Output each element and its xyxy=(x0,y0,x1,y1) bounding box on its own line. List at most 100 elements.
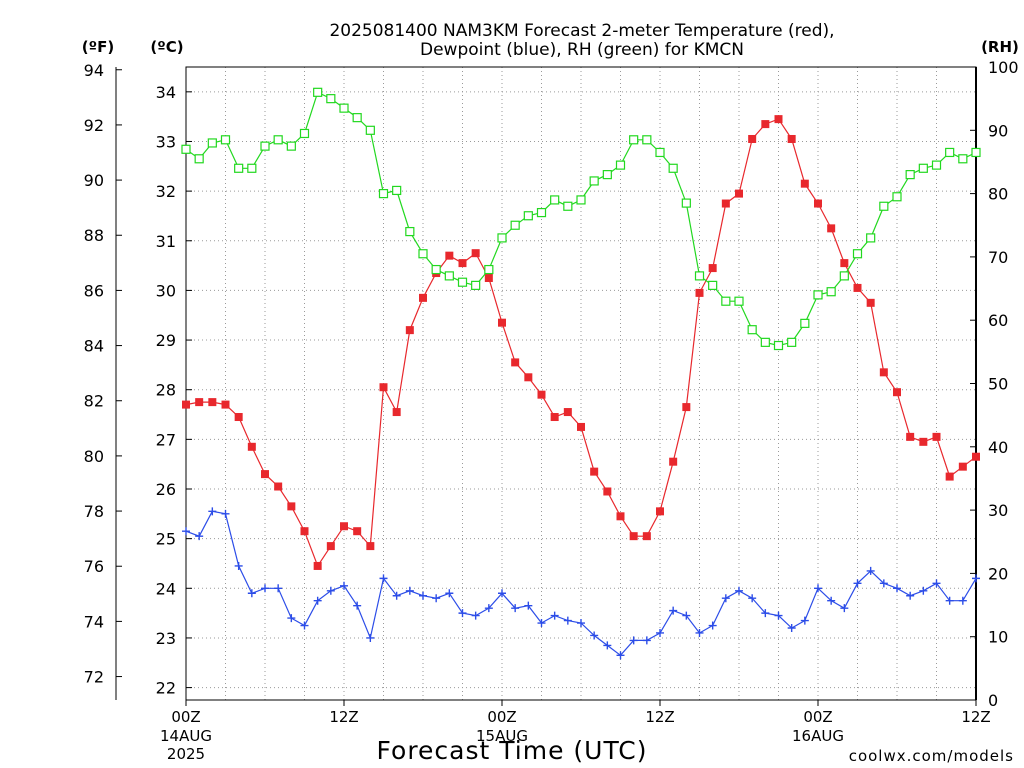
dewpoint-point xyxy=(392,591,401,600)
temperature-point xyxy=(774,115,783,124)
rh-point xyxy=(273,135,283,145)
temperature-point xyxy=(366,542,375,551)
rh-tick-label: 70 xyxy=(988,248,1008,267)
x-tick-label: 12Z xyxy=(329,708,358,726)
dewpoint-point xyxy=(906,591,915,600)
celsius-tick-label: 30 xyxy=(156,281,176,300)
rh-point xyxy=(207,138,217,148)
dewpoint-point xyxy=(840,604,849,613)
rh-point xyxy=(326,94,336,104)
celsius-tick-label: 27 xyxy=(156,430,176,449)
temperature-point xyxy=(708,264,717,273)
rh-point xyxy=(563,201,573,211)
dewpoint-point xyxy=(642,636,651,645)
rh-point xyxy=(550,195,560,205)
temperature-point xyxy=(537,390,546,399)
temperature-point xyxy=(879,368,888,377)
rh-point xyxy=(708,280,718,290)
x-tick-label: 12Z xyxy=(645,708,674,726)
temperature-point xyxy=(274,482,283,491)
fahrenheit-tick-label: 72 xyxy=(84,668,104,687)
rh-point xyxy=(642,135,652,145)
rh-point xyxy=(220,135,231,145)
x-tick-date-label: 15AUG xyxy=(476,727,528,745)
dewpoint-point xyxy=(682,611,691,620)
rh-point xyxy=(681,198,691,208)
temperature-point xyxy=(234,413,243,422)
dewpoint-point xyxy=(524,601,533,610)
temperature-point xyxy=(458,259,467,268)
dewpoint-point xyxy=(656,628,664,637)
dewpoint-point xyxy=(458,609,467,618)
dewpoint-point xyxy=(866,566,875,575)
celsius-tick-label: 33 xyxy=(156,132,176,151)
temperature-line xyxy=(185,118,977,568)
rh-point xyxy=(378,189,389,199)
dewpoint-point xyxy=(326,586,335,595)
fahrenheit-tick-label: 90 xyxy=(84,171,104,190)
data-series xyxy=(181,87,981,660)
dewpoint-point xyxy=(471,611,480,620)
temperature-point xyxy=(353,527,362,536)
dewpoint-point xyxy=(945,596,954,605)
rh-point xyxy=(194,154,204,164)
rh-point xyxy=(602,170,612,180)
rh-point xyxy=(523,211,533,221)
rh-point xyxy=(629,135,639,145)
chart-title-line2: Dewpoint (blue), RH (green) for KMCN xyxy=(420,40,744,60)
celsius-tick-label: 31 xyxy=(156,232,176,251)
rh-tick-label: 90 xyxy=(988,121,1008,140)
celsius-tick-label: 32 xyxy=(156,182,176,201)
dewpoint-point xyxy=(748,594,757,603)
rh-point xyxy=(931,160,942,170)
rh-point xyxy=(286,141,296,151)
rh-point xyxy=(536,207,547,218)
temperature-point xyxy=(300,527,309,536)
rh-point xyxy=(576,195,586,205)
fahrenheit-tick-label: 94 xyxy=(84,61,104,80)
temperature-point xyxy=(208,398,217,407)
temperature-point xyxy=(221,400,230,409)
rh-point xyxy=(971,147,981,158)
temperature-point xyxy=(616,512,625,521)
dewpoint-point xyxy=(919,586,928,595)
x-tick-date-label: 14AUG xyxy=(160,727,212,745)
dewpoint-point xyxy=(563,616,572,625)
dewpoint-point xyxy=(419,591,427,600)
rh-point xyxy=(392,185,402,196)
temperature-point xyxy=(669,457,678,466)
temperature-point xyxy=(656,507,664,516)
rh-tick-label: 10 xyxy=(988,628,1008,647)
rh-point xyxy=(299,128,310,139)
x-tick-date-label: 16AUG xyxy=(792,727,844,745)
temperature-point xyxy=(642,532,651,541)
rh-point xyxy=(418,249,428,259)
x-tick-label: 00Z xyxy=(171,708,200,726)
dewpoint-point xyxy=(827,596,836,605)
rh-point xyxy=(945,147,955,158)
temperature-point xyxy=(550,413,559,422)
rh-point xyxy=(905,170,915,180)
fahrenheit-tick-label: 82 xyxy=(84,392,104,411)
dewpoint-point xyxy=(629,636,638,645)
temperature-point xyxy=(945,472,954,481)
rh-point xyxy=(773,340,784,351)
temperature-point xyxy=(326,542,335,551)
dewpoint-point xyxy=(300,621,309,630)
rh-point xyxy=(826,287,836,297)
temperature-point xyxy=(379,383,388,392)
rh-point xyxy=(181,144,191,154)
rh-point xyxy=(655,147,665,158)
dewpoint-point xyxy=(234,561,243,570)
x-tick-label: 00Z xyxy=(487,708,516,726)
dewpoint-point xyxy=(313,596,322,605)
dewpoint-point xyxy=(787,624,796,633)
temperature-point xyxy=(445,251,454,260)
fahrenheit-tick-label: 92 xyxy=(84,116,104,135)
temperature-point xyxy=(932,432,941,441)
x-axis-title: Forecast Time (UTC) xyxy=(377,736,648,765)
dewpoint-point xyxy=(221,509,230,518)
dewpoint-point xyxy=(353,601,362,610)
rh-point xyxy=(747,325,757,335)
